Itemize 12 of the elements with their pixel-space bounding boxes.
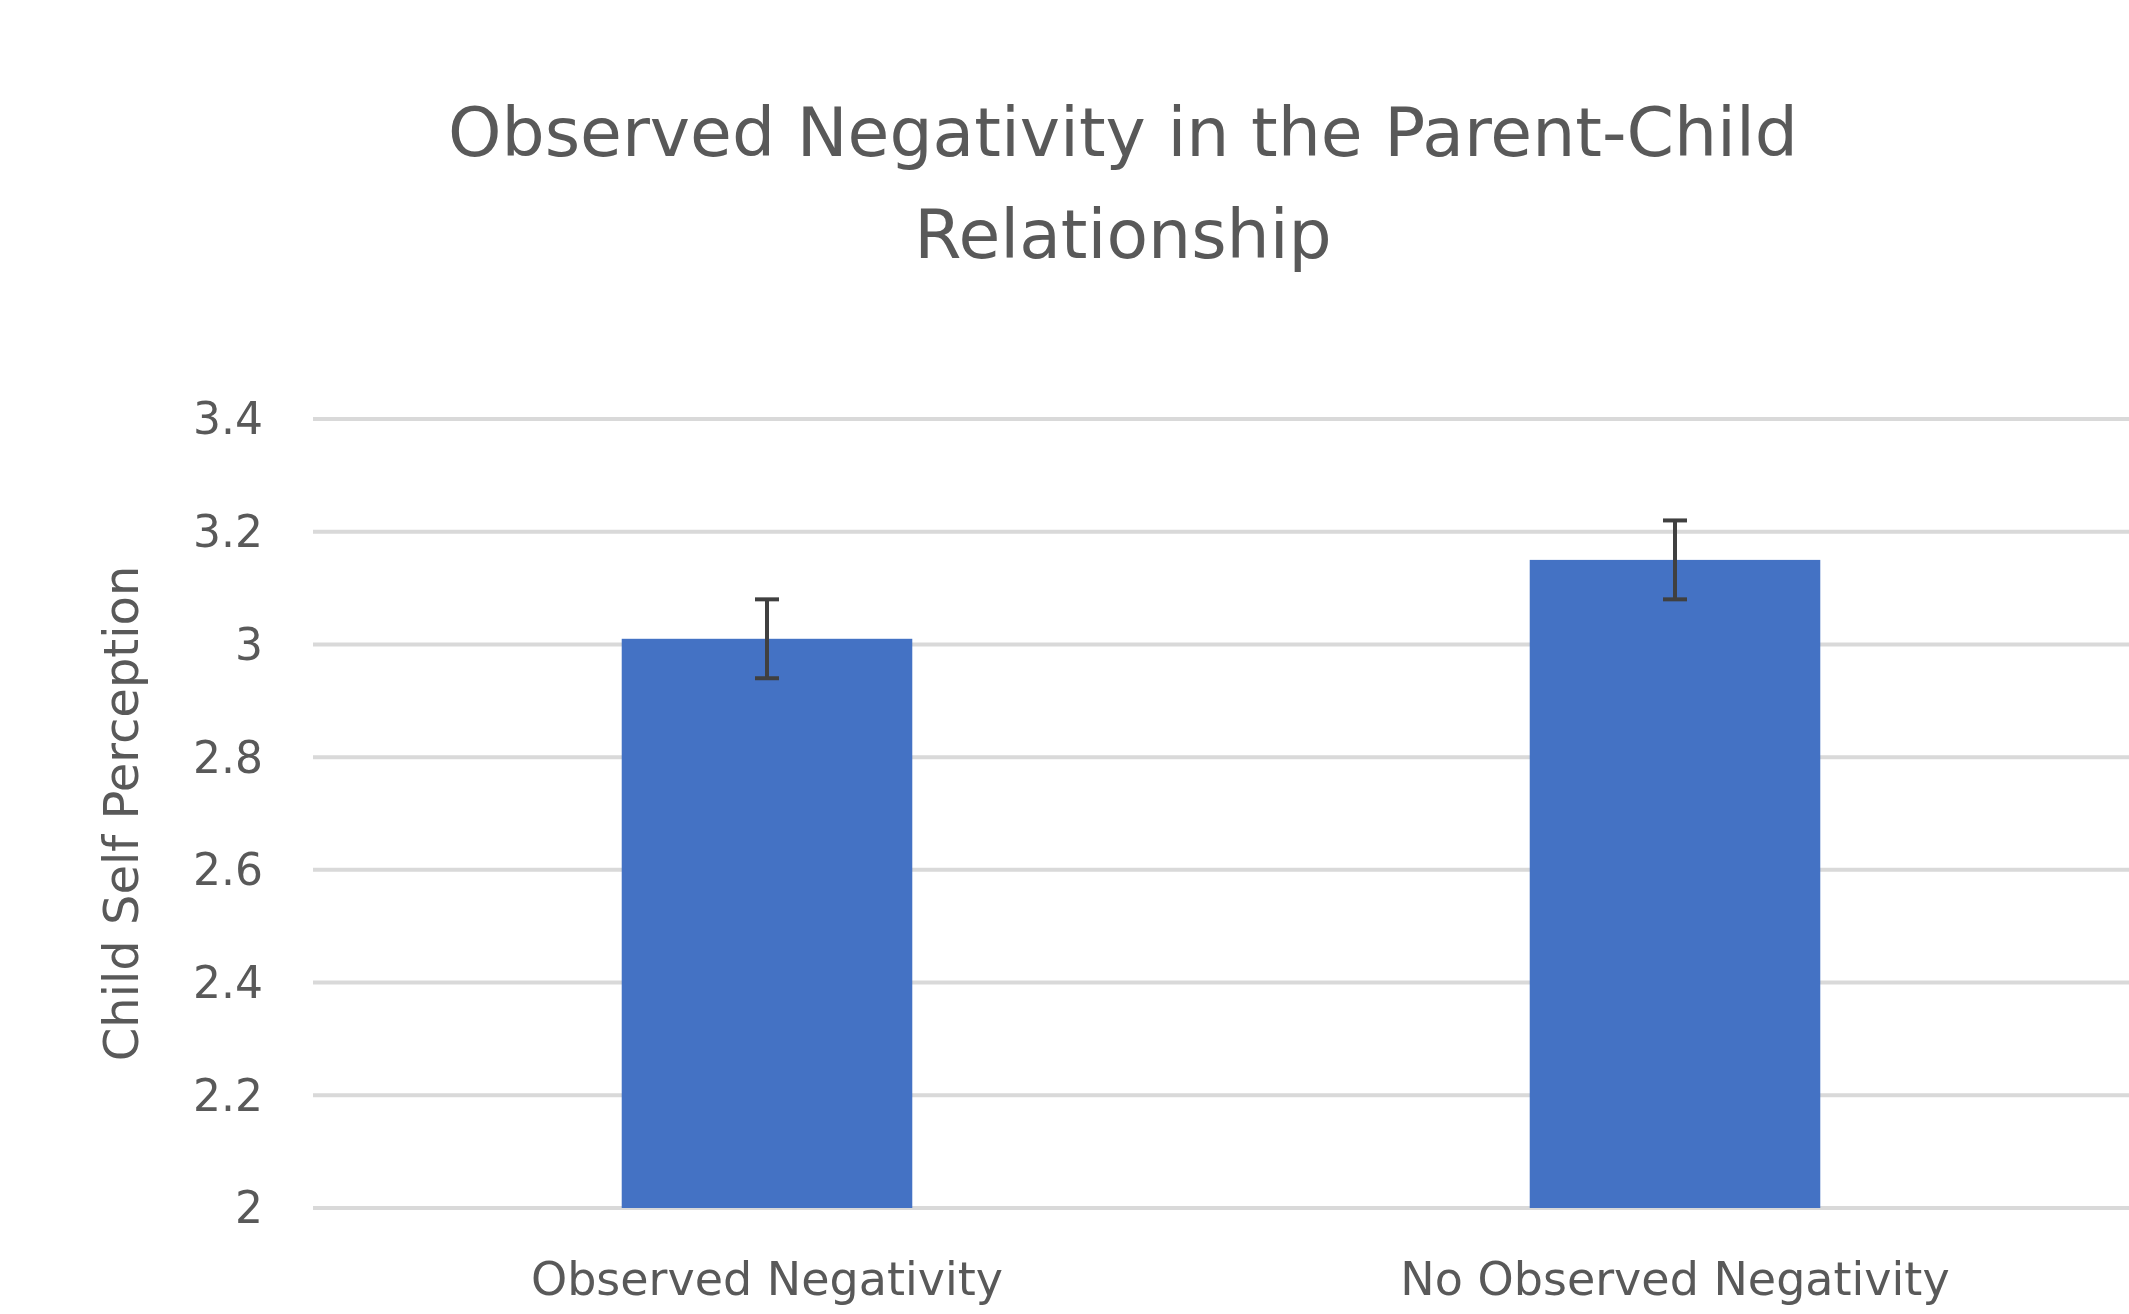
y-tick-label: 3 [235, 618, 263, 670]
y-tick-label: 2 [235, 1182, 263, 1234]
y-tick-label: 2.6 [193, 844, 263, 896]
y-axis-title: Child Self Perception [93, 565, 149, 1062]
y-tick-label: 2.2 [193, 1069, 263, 1121]
y-tick-label: 2.8 [193, 731, 263, 783]
y-tick-label: 3.4 [193, 393, 263, 445]
x-tick-label: Observed Negativity [530, 1252, 1004, 1306]
chart-title: Observed Negativity in the Parent-Child Relationship [447, 93, 1799, 274]
y-tick-label: 2.4 [193, 956, 263, 1008]
y-tick-label: 3.2 [193, 506, 263, 558]
x-tick-label: No Observed Negativity [1400, 1252, 1950, 1306]
